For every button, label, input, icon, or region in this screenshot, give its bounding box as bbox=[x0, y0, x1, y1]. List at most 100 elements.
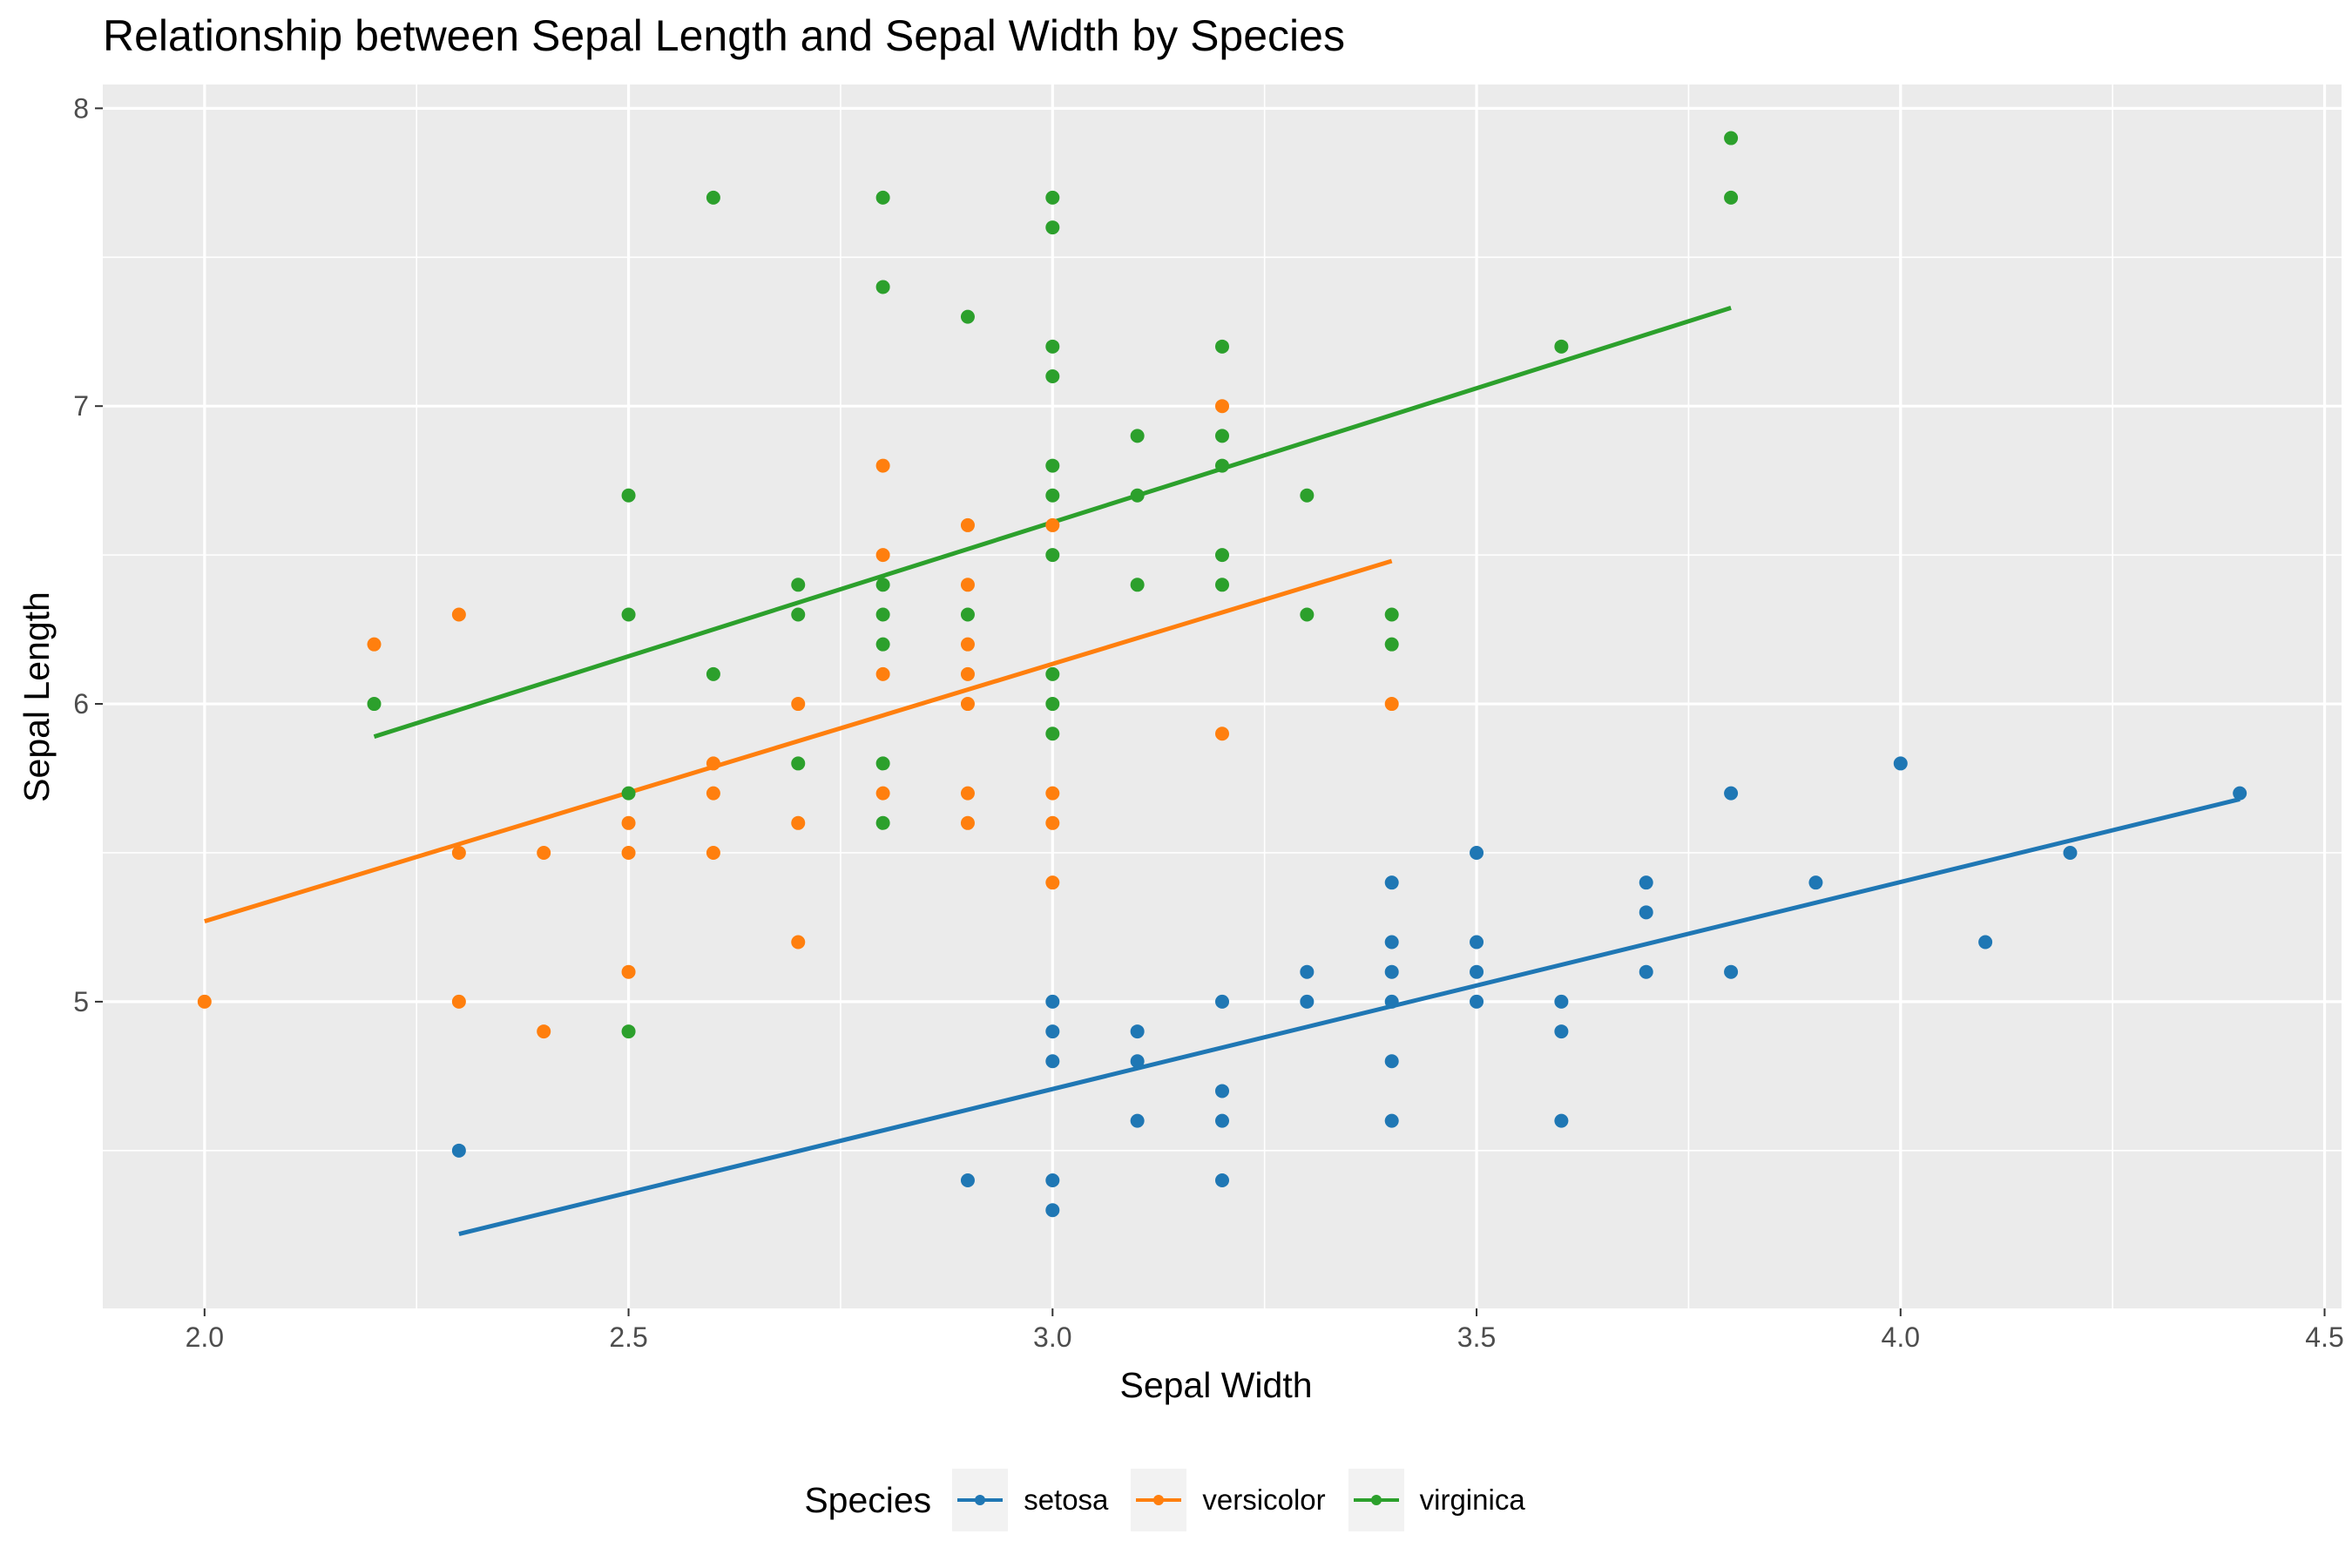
point-versicolor bbox=[875, 666, 890, 681]
point-setosa bbox=[1808, 875, 1823, 890]
point-setosa bbox=[1045, 1024, 1060, 1039]
trend-line-setosa bbox=[458, 797, 2240, 1236]
point-versicolor bbox=[537, 1024, 551, 1039]
point-virginica bbox=[1045, 488, 1060, 503]
point-setosa bbox=[1300, 964, 1315, 979]
point-versicolor bbox=[960, 786, 975, 801]
point-virginica bbox=[1045, 548, 1060, 563]
legend-label-setosa: setosa bbox=[1024, 1484, 1109, 1516]
point-setosa bbox=[1045, 1173, 1060, 1188]
point-virginica bbox=[1045, 220, 1060, 235]
point-versicolor bbox=[1215, 727, 1229, 741]
point-virginica bbox=[875, 190, 890, 205]
point-setosa bbox=[1215, 994, 1229, 1009]
point-setosa bbox=[1554, 994, 1569, 1009]
point-virginica bbox=[875, 756, 890, 771]
point-versicolor bbox=[1215, 399, 1229, 414]
legend-key-setosa bbox=[952, 1469, 1009, 1531]
point-virginica bbox=[621, 607, 636, 622]
y-tick-label: 8 bbox=[73, 92, 89, 124]
y-tick-label: 7 bbox=[73, 390, 89, 422]
point-setosa bbox=[1300, 994, 1315, 1009]
point-versicolor bbox=[1384, 697, 1399, 712]
point-setosa bbox=[1554, 1024, 1569, 1039]
point-versicolor bbox=[367, 637, 382, 652]
x-tick-label: 4.5 bbox=[2305, 1321, 2343, 1353]
plot-panel bbox=[103, 84, 2342, 1308]
point-setosa bbox=[1724, 964, 1739, 979]
point-versicolor bbox=[706, 756, 720, 771]
point-virginica bbox=[875, 280, 890, 294]
point-virginica bbox=[1215, 578, 1229, 592]
point-versicolor bbox=[791, 935, 806, 950]
point-versicolor bbox=[960, 517, 975, 532]
legend-key-virginica bbox=[1348, 1469, 1404, 1531]
point-setosa bbox=[1470, 994, 1484, 1009]
legend-item-versicolor[interactable]: versicolor bbox=[1131, 1469, 1334, 1531]
point-virginica bbox=[960, 607, 975, 622]
point-setosa bbox=[1130, 1113, 1145, 1128]
point-setosa bbox=[1045, 994, 1060, 1009]
point-versicolor bbox=[960, 666, 975, 681]
point-setosa bbox=[2233, 786, 2247, 801]
point-setosa bbox=[1639, 964, 1653, 979]
y-tick-label: 6 bbox=[73, 688, 89, 720]
legend-label-virginica: virginica bbox=[1419, 1484, 1525, 1516]
point-virginica bbox=[706, 190, 720, 205]
point-virginica bbox=[791, 607, 806, 622]
point-setosa bbox=[1045, 1054, 1060, 1069]
point-virginica bbox=[1130, 429, 1145, 443]
axis-ticks: 2.0 2.5 3.0 3.5 4.0 4.5 5 6 7 8 bbox=[73, 92, 2344, 1353]
point-setosa bbox=[1045, 1203, 1060, 1218]
legend-title: Species bbox=[804, 1479, 932, 1520]
point-virginica bbox=[1384, 637, 1399, 652]
point-setosa bbox=[1893, 756, 1908, 771]
point-versicolor bbox=[621, 845, 636, 860]
point-virginica bbox=[1215, 458, 1229, 473]
point-setosa bbox=[1215, 1173, 1229, 1188]
point-virginica bbox=[875, 578, 890, 592]
point-virginica bbox=[1724, 190, 1739, 205]
point-setosa bbox=[1470, 845, 1484, 860]
legend-item-setosa[interactable]: setosa bbox=[952, 1469, 1117, 1531]
point-virginica bbox=[1300, 607, 1315, 622]
point-setosa bbox=[1639, 905, 1653, 920]
point-setosa bbox=[1384, 1054, 1399, 1069]
point-versicolor bbox=[621, 815, 636, 830]
point-versicolor bbox=[1045, 815, 1060, 830]
x-tick-label: 3.5 bbox=[1457, 1321, 1496, 1353]
point-virginica bbox=[1554, 339, 1569, 354]
point-setosa bbox=[1130, 1054, 1145, 1069]
point-setosa bbox=[1215, 1084, 1229, 1098]
point-versicolor bbox=[791, 697, 806, 712]
point-setosa bbox=[1470, 964, 1484, 979]
point-setosa bbox=[1215, 1113, 1229, 1128]
point-versicolor bbox=[1045, 517, 1060, 532]
point-virginica bbox=[791, 578, 806, 592]
point-virginica bbox=[621, 786, 636, 801]
chart-title: Relationship between Sepal Length and Se… bbox=[103, 11, 1345, 60]
point-setosa bbox=[1384, 964, 1399, 979]
point-setosa bbox=[1384, 994, 1399, 1009]
point-versicolor bbox=[960, 815, 975, 830]
trend-line-versicolor bbox=[204, 558, 1393, 923]
point-versicolor bbox=[1045, 786, 1060, 801]
x-tick-label: 3.0 bbox=[1033, 1321, 1071, 1353]
point-virginica bbox=[1300, 488, 1315, 503]
point-virginica bbox=[875, 637, 890, 652]
y-tick-label: 5 bbox=[73, 986, 89, 1017]
point-virginica bbox=[1130, 578, 1145, 592]
point-virginica bbox=[367, 697, 382, 712]
point-virginica bbox=[1130, 488, 1145, 503]
point-virginica bbox=[875, 815, 890, 830]
point-versicolor bbox=[960, 697, 975, 712]
point-versicolor bbox=[960, 637, 975, 652]
point-virginica bbox=[791, 756, 806, 771]
legend: Species setosa versicolor virginica bbox=[0, 1465, 2352, 1535]
point-versicolor bbox=[621, 964, 636, 979]
point-versicolor bbox=[875, 458, 890, 473]
point-versicolor bbox=[451, 607, 466, 622]
legend-item-virginica[interactable]: virginica bbox=[1348, 1469, 1534, 1531]
point-versicolor bbox=[875, 548, 890, 563]
